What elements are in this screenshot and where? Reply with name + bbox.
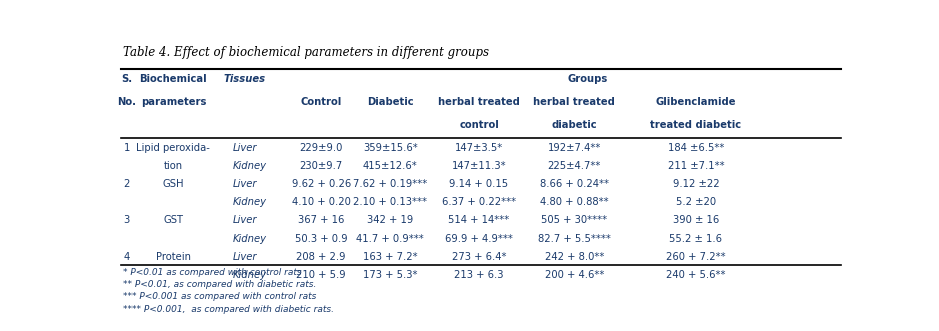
Text: Control: Control [300, 97, 342, 107]
Text: 415±12.6*: 415±12.6* [362, 161, 418, 171]
Text: Protein: Protein [156, 252, 191, 261]
Text: 213 + 6.3: 213 + 6.3 [454, 270, 504, 280]
Text: 2.10 + 0.13***: 2.10 + 0.13*** [353, 197, 427, 207]
Text: GSH: GSH [162, 179, 184, 189]
Text: 359±15.6*: 359±15.6* [362, 143, 418, 153]
Text: Diabetic: Diabetic [367, 97, 413, 107]
Text: Liver: Liver [232, 215, 257, 225]
Text: S.: S. [121, 74, 132, 84]
Text: diabetic: diabetic [551, 120, 597, 130]
Text: Glibenclamide: Glibenclamide [655, 97, 736, 107]
Text: 2: 2 [124, 179, 130, 189]
Text: 273 + 6.4*: 273 + 6.4* [452, 252, 506, 261]
Text: 7.62 + 0.19***: 7.62 + 0.19*** [353, 179, 427, 189]
Text: Liver: Liver [232, 179, 257, 189]
Text: Liver: Liver [232, 252, 257, 261]
Text: herbal treated: herbal treated [533, 97, 615, 107]
Text: Liver: Liver [232, 143, 257, 153]
Text: 240 + 5.6**: 240 + 5.6** [666, 270, 726, 280]
Text: 163 + 7.2*: 163 + 7.2* [363, 252, 418, 261]
Text: 9.12 ±22: 9.12 ±22 [672, 179, 719, 189]
Text: 55.2 ± 1.6: 55.2 ± 1.6 [670, 233, 722, 244]
Text: 1: 1 [124, 143, 130, 153]
Text: 4: 4 [124, 252, 130, 261]
Text: 173 + 5.3*: 173 + 5.3* [363, 270, 418, 280]
Text: ** P<0.01, as compared with diabetic rats.: ** P<0.01, as compared with diabetic rat… [123, 280, 316, 289]
Text: 9.14 + 0.15: 9.14 + 0.15 [450, 179, 509, 189]
Text: Kidney: Kidney [232, 161, 267, 171]
Text: 230±9.7: 230±9.7 [300, 161, 343, 171]
Text: 229±9.0: 229±9.0 [300, 143, 343, 153]
Text: GST: GST [163, 215, 183, 225]
Text: Table 4. Effect of biochemical parameters in different groups: Table 4. Effect of biochemical parameter… [123, 46, 489, 59]
Text: 4.80 + 0.88**: 4.80 + 0.88** [540, 197, 608, 207]
Text: Kidney: Kidney [232, 270, 267, 280]
Text: Lipid peroxida-: Lipid peroxida- [136, 143, 210, 153]
Text: 367 + 16: 367 + 16 [298, 215, 345, 225]
Text: Biochemical: Biochemical [140, 74, 208, 84]
Text: 200 + 4.6**: 200 + 4.6** [545, 270, 604, 280]
Text: 3: 3 [124, 215, 130, 225]
Text: treated diabetic: treated diabetic [651, 120, 742, 130]
Text: 192±7.4**: 192±7.4** [547, 143, 601, 153]
Text: tion: tion [163, 161, 183, 171]
Text: **** P<0.001,  as compared with diabetic rats.: **** P<0.001, as compared with diabetic … [123, 305, 334, 313]
Text: 260 + 7.2**: 260 + 7.2** [666, 252, 726, 261]
Text: 208 + 2.9: 208 + 2.9 [297, 252, 346, 261]
Text: 242 + 8.0**: 242 + 8.0** [545, 252, 604, 261]
Text: * P<0.01 as compared with control rats: * P<0.01 as compared with control rats [123, 268, 301, 277]
Text: 50.3 + 0.9: 50.3 + 0.9 [295, 233, 347, 244]
Text: Groups: Groups [567, 74, 608, 84]
Text: 82.7 + 5.5****: 82.7 + 5.5**** [538, 233, 611, 244]
Text: 8.66 + 0.24**: 8.66 + 0.24** [540, 179, 608, 189]
Text: 210 + 5.9: 210 + 5.9 [297, 270, 346, 280]
Text: 4.10 + 0.20: 4.10 + 0.20 [292, 197, 350, 207]
Text: 69.9 + 4.9***: 69.9 + 4.9*** [445, 233, 513, 244]
Text: 6.37 + 0.22***: 6.37 + 0.22*** [442, 197, 516, 207]
Text: 342 + 19: 342 + 19 [367, 215, 413, 225]
Text: Tissues: Tissues [223, 74, 266, 84]
Text: Kidney: Kidney [232, 233, 267, 244]
Text: 5.2 ±20: 5.2 ±20 [676, 197, 716, 207]
Text: parameters: parameters [141, 97, 206, 107]
Text: 505 + 30****: 505 + 30**** [541, 215, 608, 225]
Text: control: control [459, 120, 499, 130]
Text: 184 ±6.5**: 184 ±6.5** [668, 143, 724, 153]
Text: 211 ±7.1**: 211 ±7.1** [668, 161, 724, 171]
Text: herbal treated: herbal treated [439, 97, 520, 107]
Text: 9.62 + 0.26: 9.62 + 0.26 [291, 179, 351, 189]
Text: 147±3.5*: 147±3.5* [454, 143, 503, 153]
Text: 41.7 + 0.9***: 41.7 + 0.9*** [357, 233, 424, 244]
Text: 390 ± 16: 390 ± 16 [672, 215, 719, 225]
Text: 225±4.7**: 225±4.7** [547, 161, 601, 171]
Text: *** P<0.001 as compared with control rats: *** P<0.001 as compared with control rat… [123, 292, 316, 301]
Text: Kidney: Kidney [232, 197, 267, 207]
Text: No.: No. [117, 97, 136, 107]
Text: 514 + 14***: 514 + 14*** [449, 215, 510, 225]
Text: 147±11.3*: 147±11.3* [452, 161, 506, 171]
